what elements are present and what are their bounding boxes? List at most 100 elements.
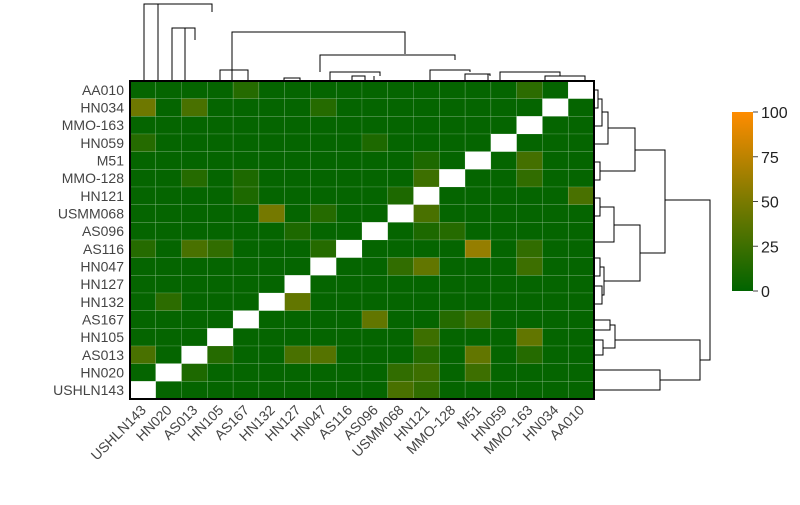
heatmap-cell xyxy=(490,328,517,347)
heatmap-cell xyxy=(155,363,182,382)
heatmap-cell xyxy=(129,239,157,258)
heatmap-cell xyxy=(439,257,466,276)
heatmap-cell xyxy=(181,345,208,364)
y-tick-label: HN047 xyxy=(80,259,124,275)
heatmap-cell xyxy=(387,328,414,347)
heatmap-cell xyxy=(310,98,337,117)
heatmap-cell xyxy=(284,116,311,135)
heatmap-cell xyxy=(464,204,492,223)
dendrogram-branch xyxy=(429,69,471,81)
heatmap-cell xyxy=(310,345,337,364)
heatmap-cell xyxy=(335,275,363,294)
heatmap-cell xyxy=(155,169,182,188)
dendrogram-branch xyxy=(544,75,586,81)
y-tick-label: M51 xyxy=(97,153,124,169)
heatmap-cell xyxy=(567,328,595,347)
heatmap-cell xyxy=(284,310,311,329)
colorbar-tick-label: 50 xyxy=(761,195,779,212)
heatmap-cell xyxy=(129,80,157,99)
dendrogram-branch xyxy=(319,54,456,72)
heatmap-cell xyxy=(567,310,595,329)
heatmap-cell xyxy=(439,80,466,99)
heatmap-cell xyxy=(232,239,260,258)
heatmap-cell xyxy=(258,98,285,117)
heatmap-cell xyxy=(335,363,363,382)
heatmap-cell xyxy=(387,292,414,311)
colorbar-tick-label: 75 xyxy=(761,150,779,167)
heatmap-cell xyxy=(129,98,157,117)
heatmap-cell xyxy=(258,169,285,188)
heatmap-cell xyxy=(567,222,595,241)
heatmap-cell xyxy=(567,275,595,294)
heatmap-cell xyxy=(464,169,492,188)
heatmap-cell xyxy=(258,328,285,347)
heatmap-cell xyxy=(129,345,157,364)
heatmap-cell xyxy=(258,310,285,329)
y-tick-label: HN059 xyxy=(80,135,124,151)
heatmap-cell xyxy=(181,169,208,188)
heatmap-cell xyxy=(310,381,337,400)
heatmap-cell xyxy=(258,345,285,364)
heatmap-cell xyxy=(181,98,208,117)
heatmap-cell xyxy=(413,239,440,258)
heatmap-cell xyxy=(490,239,517,258)
heatmap-cell xyxy=(310,257,337,276)
heatmap-cell xyxy=(439,381,466,400)
heatmap-cell xyxy=(490,310,517,329)
heatmap-cell xyxy=(207,381,234,400)
heatmap-cell xyxy=(232,116,260,135)
heatmap-cell xyxy=(413,381,440,400)
heatmap-cell xyxy=(413,169,440,188)
heatmap-cell xyxy=(413,186,440,205)
y-tick-label: MMO-128 xyxy=(62,170,124,186)
heatmap-cell xyxy=(464,363,492,382)
heatmap-cell xyxy=(387,345,414,364)
heatmap-cell xyxy=(129,151,157,170)
heatmap-cell xyxy=(155,381,182,400)
heatmap-cell xyxy=(464,239,492,258)
heatmap-cell xyxy=(258,292,285,311)
heatmap-cell xyxy=(464,186,492,205)
heatmap-cell xyxy=(439,292,466,311)
x-axis-labels: USHLN143HN020AS013HN105AS167HN132HN127HN… xyxy=(88,402,588,464)
heatmap-cell xyxy=(361,239,389,258)
heatmap-cell xyxy=(284,222,311,241)
heatmap-cell xyxy=(258,116,285,135)
colorbar-tick-label: 25 xyxy=(761,239,779,256)
heatmap-cell xyxy=(361,169,389,188)
heatmap-cell xyxy=(464,151,492,170)
dendrogram-branch xyxy=(499,71,561,81)
heatmap-cell xyxy=(258,257,285,276)
heatmap-cell xyxy=(129,381,157,400)
heatmap-cell xyxy=(181,310,208,329)
heatmap-cell xyxy=(542,275,569,294)
heatmap-cell xyxy=(155,275,182,294)
heatmap-cell xyxy=(335,257,363,276)
heatmap-cell xyxy=(155,98,182,117)
heatmap-cell xyxy=(335,98,363,117)
heatmap-cell xyxy=(464,222,492,241)
heatmap-cell xyxy=(335,222,363,241)
heatmap-cell xyxy=(181,116,208,135)
heatmap-cell xyxy=(361,151,389,170)
heatmap-cell xyxy=(542,328,569,347)
heatmap-cell xyxy=(232,310,260,329)
dendrogram-branch xyxy=(635,149,666,254)
heatmap-cell xyxy=(335,80,363,99)
dendrogram-branch xyxy=(594,111,609,145)
heatmap-cell xyxy=(181,80,208,99)
heatmap-cell xyxy=(516,204,543,223)
y-tick-label: AA010 xyxy=(82,82,124,98)
heatmap-cell xyxy=(284,98,311,117)
heatmap-cell xyxy=(207,151,234,170)
heatmap-cell xyxy=(516,292,543,311)
heatmap-cell xyxy=(387,204,414,223)
heatmap-cell xyxy=(284,169,311,188)
heatmap-cell xyxy=(232,292,260,311)
heatmap-cell xyxy=(413,80,440,99)
heatmap-cell xyxy=(516,275,543,294)
heatmap-cell xyxy=(310,363,337,382)
heatmap-cell xyxy=(464,98,492,117)
heatmap-cell xyxy=(464,328,492,347)
